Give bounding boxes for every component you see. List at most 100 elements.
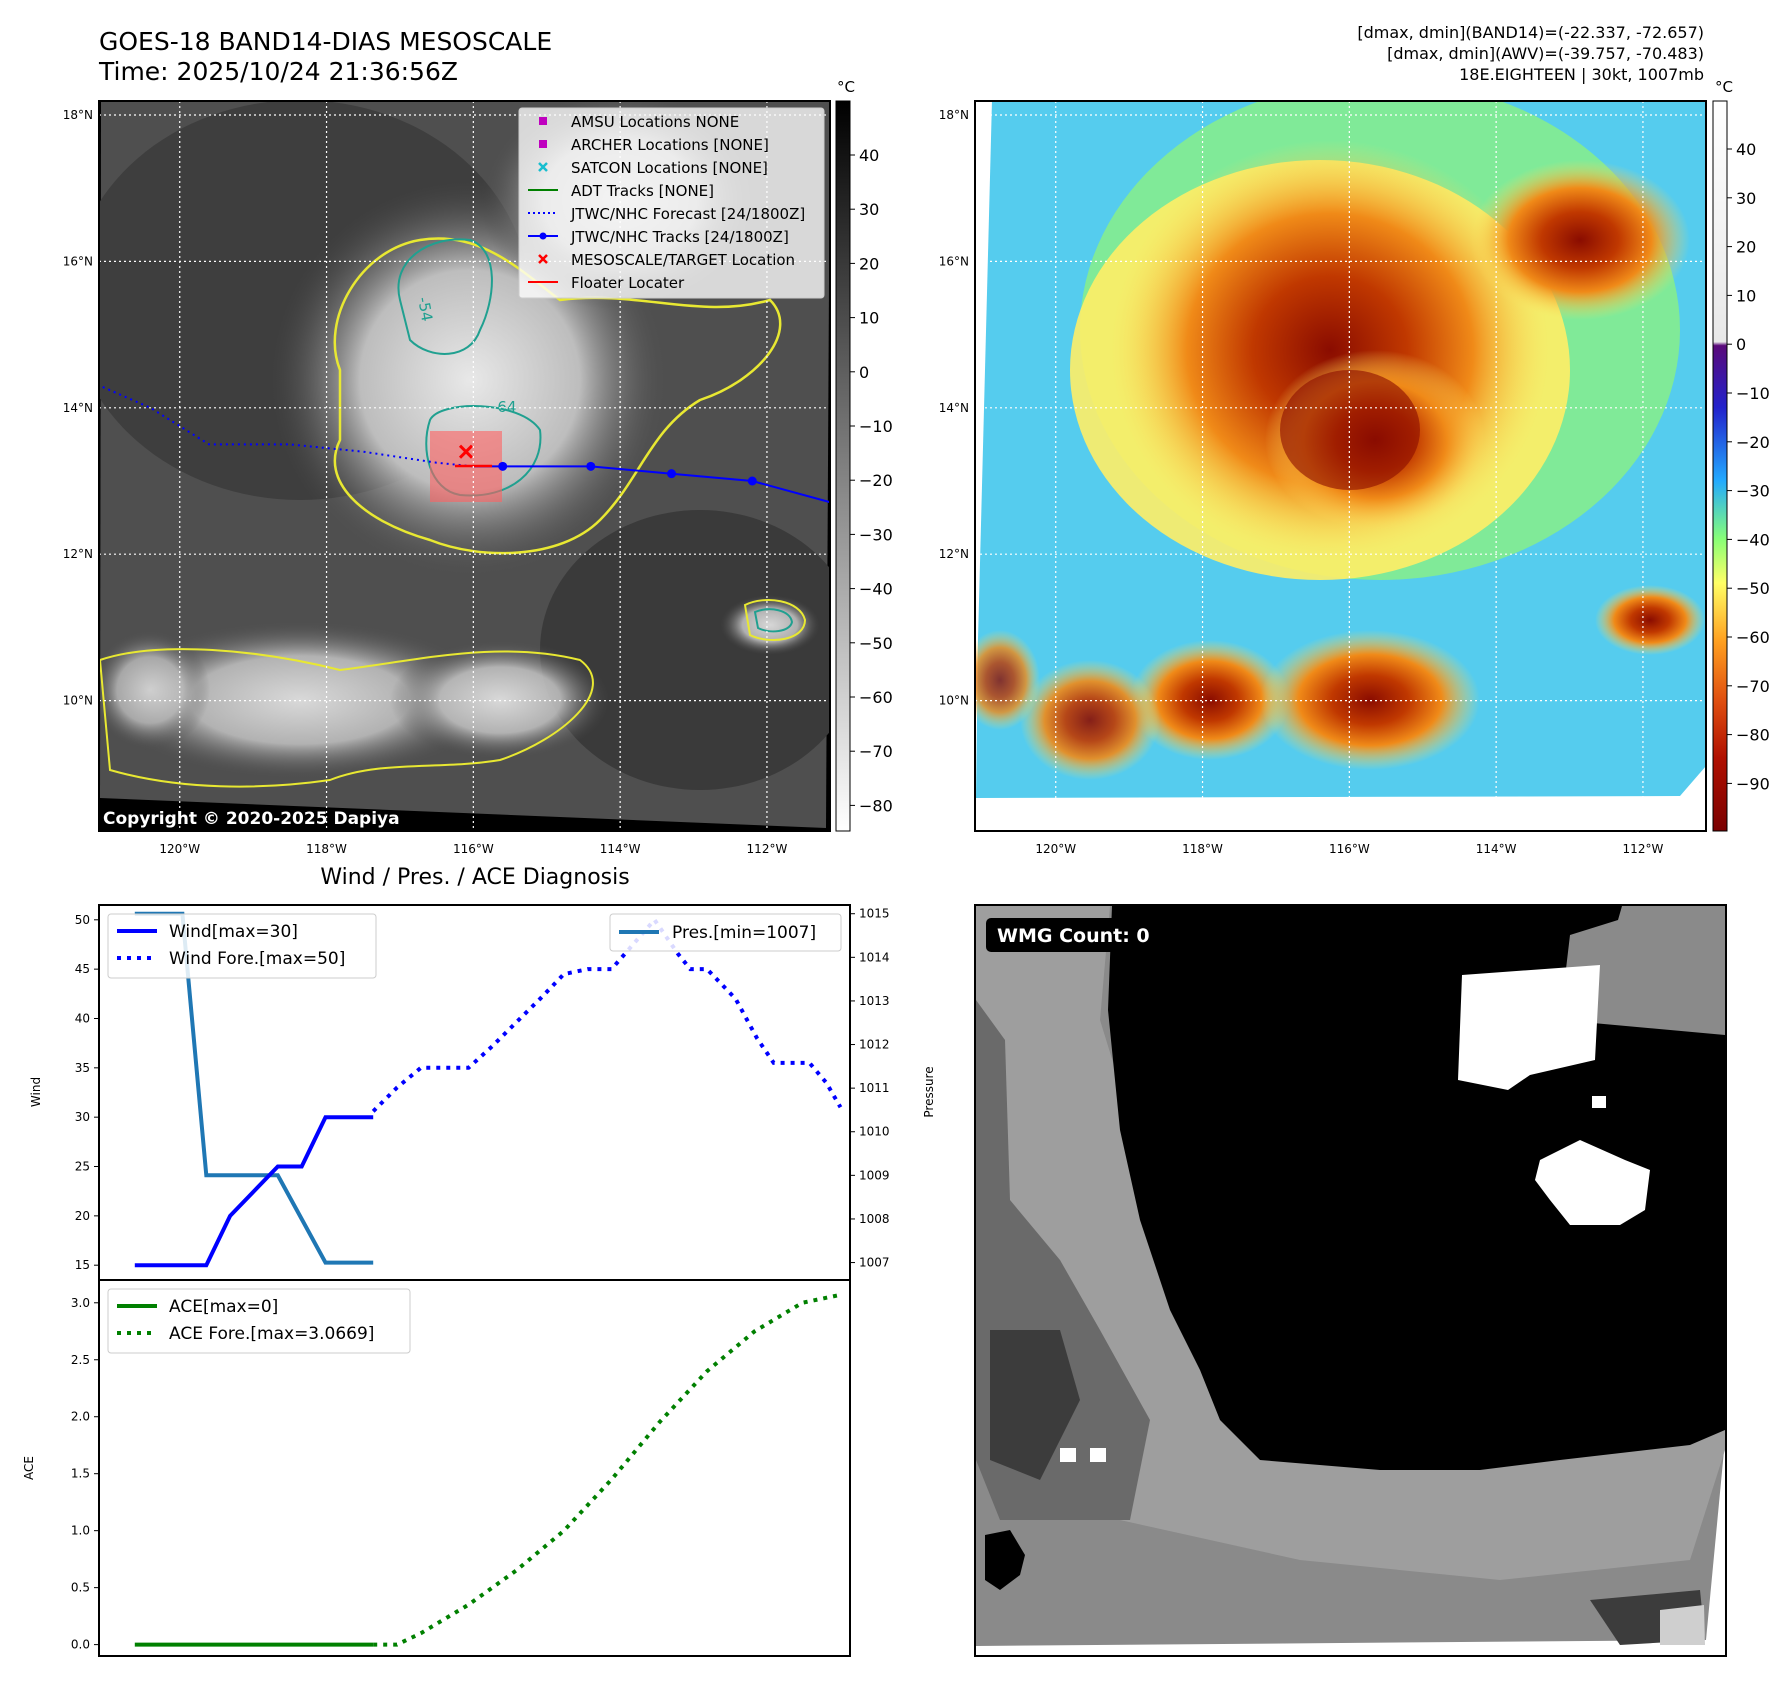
lon-tick-label: 112°W [1623, 842, 1664, 856]
ace-y-tick-label: 2.0 [71, 1410, 90, 1424]
colorbar-tick-label: 40 [859, 146, 879, 165]
lat-tick-label: 10°N [63, 694, 93, 708]
legend-label: ARCHER Locations [NONE] [571, 136, 769, 154]
legend-item: SATCON Locations [NONE] [538, 159, 768, 177]
pressure-ylabel: Pressure [922, 1066, 936, 1117]
wind-y-tick-label: 50 [75, 913, 90, 927]
awv-colorbar-unit: °C [1715, 78, 1733, 96]
wmg-map-panel: WMG Count: 0 [975, 905, 1726, 1656]
pressure-y-tick-label: 1014 [859, 950, 890, 964]
wind-y-tick-label: 30 [75, 1110, 90, 1124]
wind-y-tick-label: 35 [75, 1061, 90, 1075]
ace-y-tick-label: 1.0 [71, 1524, 90, 1538]
colorbar-tick-label: −70 [1736, 677, 1770, 696]
ir-lat-labels: 18°N 16°N 14°N 12°N 10°N [63, 108, 93, 708]
lon-tick-label: 118°W [1182, 842, 1223, 856]
colorbar-tick-label: 0 [1736, 335, 1746, 354]
lat-tick-label: 16°N [63, 254, 93, 268]
copyright-text: Copyright © 2020-2025 Dapiya [103, 809, 400, 829]
lon-tick-label: 118°W [306, 842, 347, 856]
stat-band14: [dmax, dmin](BAND14)=(-22.337, -72.657) [1357, 23, 1704, 42]
ir-legend: AMSU Locations NONE ARCHER Locations [NON… [518, 107, 825, 299]
ace-forecast-legend-label: ACE Fore.[max=3.0669] [169, 1324, 374, 1344]
wind-y-ticks: 15 20 25 30 35 40 45 50 [75, 913, 99, 1272]
wind-y-tick-label: 45 [75, 962, 90, 976]
legend-x-marker [538, 254, 548, 264]
lat-tick-label: 16°N [939, 254, 969, 268]
colorbar-tick-label: 10 [1736, 286, 1756, 305]
wind-y-tick-label: 40 [75, 1011, 90, 1025]
lon-tick-label: 112°W [747, 842, 788, 856]
storm-info: 18E.EIGHTEEN | 30kt, 1007mb [1459, 65, 1704, 84]
ir-lon-labels: 120°W 118°W 116°W 114°W 112°W [159, 842, 787, 856]
ace-legend-label: ACE[max=0] [169, 1297, 278, 1317]
lat-tick-label: 12°N [939, 547, 969, 561]
awv-gridlines [975, 101, 1706, 831]
legend-item: JTWC/NHC Tracks [24/1800Z] [528, 228, 789, 246]
target-x-mark [458, 444, 474, 459]
legend-item: ADT Tracks [NONE] [528, 182, 714, 200]
ace-legend: ACE[max=0] ACE Fore.[max=3.0669] [107, 1288, 411, 1354]
awv-lon-labels: 120°W 118°W 116°W 114°W 112°W [1035, 842, 1663, 856]
awv-lat-labels: 18°N 16°N 14°N 12°N 10°N [939, 108, 969, 708]
colorbar-tick-label: 40 [1736, 140, 1756, 159]
ir-contour-54 [397, 238, 493, 355]
colorbar-tick-label: 30 [1736, 189, 1756, 208]
pressure-y-tick-label: 1012 [859, 1038, 890, 1052]
lon-tick-label: 120°W [159, 842, 200, 856]
wmg-count-badge: WMG Count: 0 [997, 925, 1150, 947]
ace-y-tick-label: 1.5 [71, 1467, 90, 1481]
wind-y-tick-label: 20 [75, 1209, 90, 1223]
colorbar-tick-label: 0 [859, 363, 869, 382]
ir-contour-yellow [333, 237, 782, 555]
pressure-y-tick-label: 1008 [859, 1212, 890, 1226]
lat-tick-label: 12°N [63, 547, 93, 561]
legend-label: MESOSCALE/TARGET Location [571, 251, 795, 269]
colorbar-tick-label: −90 [1736, 774, 1770, 793]
colorbar-tick-label: 20 [859, 254, 879, 273]
legend-item: MESOSCALE/TARGET Location [538, 251, 795, 269]
lon-tick-label: 116°W [1329, 842, 1370, 856]
figure-time: Time: 2025/10/24 21:36:56Z [98, 57, 458, 86]
awv-colorbar: °C 40 30 20 10 0 −10 −20 −30 −40 −50 −60 −70 −80 −90 [1712, 78, 1770, 832]
pressure-y-tick-label: 1007 [859, 1256, 890, 1270]
legend-label: Floater Locater [571, 274, 685, 292]
colorbar-tick-label: −50 [859, 634, 893, 653]
colorbar-tick-label: −20 [1736, 433, 1770, 452]
colorbar-tick-label: 30 [859, 200, 879, 219]
colorbar-tick-label: −80 [859, 796, 893, 815]
legend-label: SATCON Locations [NONE] [571, 159, 768, 177]
colorbar-tick-label: −40 [1736, 530, 1770, 549]
lat-tick-label: 14°N [63, 401, 93, 415]
wind-y-tick-label: 25 [75, 1160, 90, 1174]
track-point [747, 476, 757, 486]
ace-ylabel: ACE [22, 1456, 36, 1480]
lat-tick-label: 18°N [63, 108, 93, 122]
ace-y-tick-label: 0.0 [71, 1638, 90, 1652]
legend-x-marker [538, 162, 548, 172]
ace-y-tick-label: 0.5 [71, 1581, 90, 1595]
pressure-y-tick-label: 1011 [859, 1081, 890, 1095]
legend-item: Floater Locater [528, 274, 685, 292]
track-point [667, 469, 677, 479]
jtwc-forecast-track [99, 384, 474, 468]
ir-contour-south [99, 648, 594, 788]
colorbar-tick-label: 10 [859, 309, 879, 328]
wmg-white-region [1458, 965, 1600, 1090]
pressure-y-tick-label: 1010 [859, 1125, 890, 1139]
legend-label: AMSU Locations NONE [571, 113, 739, 131]
colorbar-tick-label: −80 [1736, 726, 1770, 745]
wind-ylabel: Wind [29, 1077, 43, 1107]
wind-legend-label: Wind[max=30] [169, 922, 298, 942]
lon-tick-label: 120°W [1035, 842, 1076, 856]
legend-dot-marker [539, 232, 547, 240]
legend-square-marker [539, 117, 547, 125]
lat-tick-label: 18°N [939, 108, 969, 122]
colorbar-tick-label: −40 [859, 580, 893, 599]
ir-colorbar: °C 40 30 20 10 0 −10 −20 −30 −40 −50 −60 −70 −80 [835, 78, 893, 832]
figure-title: GOES-18 BAND14-DIAS MESOSCALE [99, 27, 552, 56]
lon-tick-label: 114°W [600, 842, 641, 856]
wmg-badge-bg [986, 918, 1170, 952]
colorbar-tick-label: −60 [1736, 628, 1770, 647]
